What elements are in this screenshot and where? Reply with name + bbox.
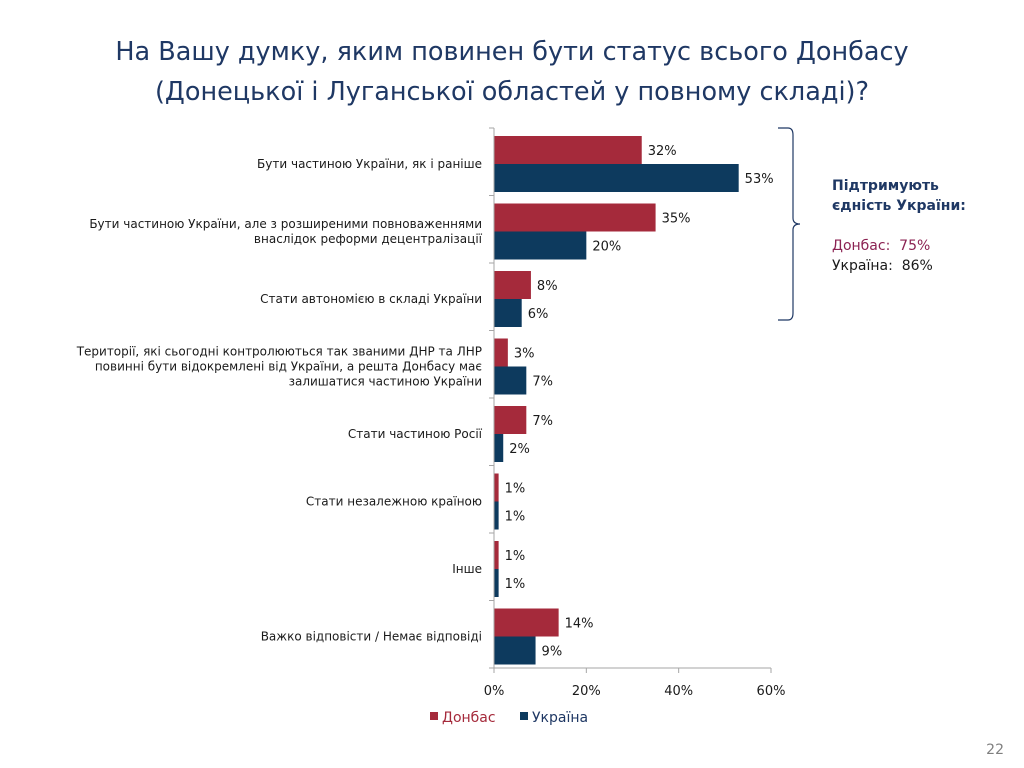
bar-donbas (494, 271, 531, 299)
legend-swatch (430, 712, 438, 720)
bar-value-label: 20% (592, 240, 621, 255)
bar-donbas (494, 406, 527, 434)
bar-value-label: 6% (528, 307, 549, 322)
category-label: Бути частиною України, як і раніше (257, 157, 482, 171)
bar-value-label: 2% (509, 442, 530, 457)
title-line-2: (Донецької і Луганської областей у повно… (154, 77, 870, 107)
category-label: Стати частиною Росії (348, 427, 483, 441)
bar-ukraine (494, 434, 504, 462)
page-number: 22 (986, 742, 1004, 758)
category-label: повинні бути відокремлені від України, а… (95, 360, 482, 374)
bar-ukraine (494, 164, 739, 192)
unity-heading-line-2: єдність України: (832, 198, 966, 214)
category-label: Стати автономією в складі України (260, 292, 482, 306)
bar-value-label: 8% (537, 279, 558, 294)
bar-value-label: 14% (565, 617, 594, 632)
legend-swatch (520, 712, 528, 720)
bar-donbas (494, 136, 642, 164)
slide-title: На Вашу думку, яким повинен бути статус … (60, 32, 964, 112)
bar-value-label: 7% (532, 414, 553, 429)
bar-value-label: 32% (648, 144, 677, 159)
bar-value-label: 53% (745, 172, 774, 187)
bar-donbas (494, 608, 559, 637)
category-label: Інше (452, 562, 482, 576)
bar-ukraine (494, 569, 499, 597)
bar-ukraine (494, 636, 536, 665)
unity-donbas-value: Донбас: 75% (832, 238, 931, 254)
legend-label: Донбас (442, 710, 496, 726)
unity-heading-line-1: Підтримують (832, 178, 939, 194)
x-tick-label: 20% (572, 684, 601, 699)
x-tick-label: 60% (757, 684, 786, 699)
bar-donbas (494, 541, 499, 569)
bar-donbas (494, 338, 508, 367)
x-tick-label: 0% (484, 684, 505, 699)
title-line-1: На Вашу думку, яким повинен бути статус … (115, 37, 909, 67)
category-label: внаслідок реформи децентралізації (254, 232, 483, 246)
bar-ukraine (494, 366, 527, 395)
category-label: Важко відповісти / Немає відповіді (261, 630, 482, 644)
bar-value-label: 7% (532, 375, 553, 390)
unity-bracket (778, 127, 801, 321)
unity-support-note: Підтримують єдність України: Донбас: 75%… (832, 176, 966, 276)
bar-donbas (494, 203, 656, 232)
category-label: залишатися частиною України (289, 375, 482, 389)
bar-value-label: 1% (505, 549, 526, 564)
category-label: Бути частиною України, але з розширеними… (89, 217, 482, 231)
bar-ukraine (494, 299, 522, 327)
bar-value-label: 1% (505, 510, 526, 525)
category-label: Території, які сьогодні контролюються та… (76, 345, 482, 359)
bar-donbas (494, 473, 499, 502)
bar-value-label: 9% (542, 645, 563, 660)
legend-label: Україна (532, 710, 588, 726)
category-label: Стати незалежною країною (306, 495, 482, 509)
bar-ukraine (494, 231, 587, 260)
unity-ukraine-value: Україна: 86% (832, 258, 933, 274)
bar-ukraine (494, 501, 499, 530)
bar-value-label: 1% (505, 577, 526, 592)
bar-value-label: 35% (662, 212, 691, 227)
bar-value-label: 1% (505, 482, 526, 497)
x-tick-label: 40% (664, 684, 693, 699)
bar-value-label: 3% (514, 347, 535, 362)
